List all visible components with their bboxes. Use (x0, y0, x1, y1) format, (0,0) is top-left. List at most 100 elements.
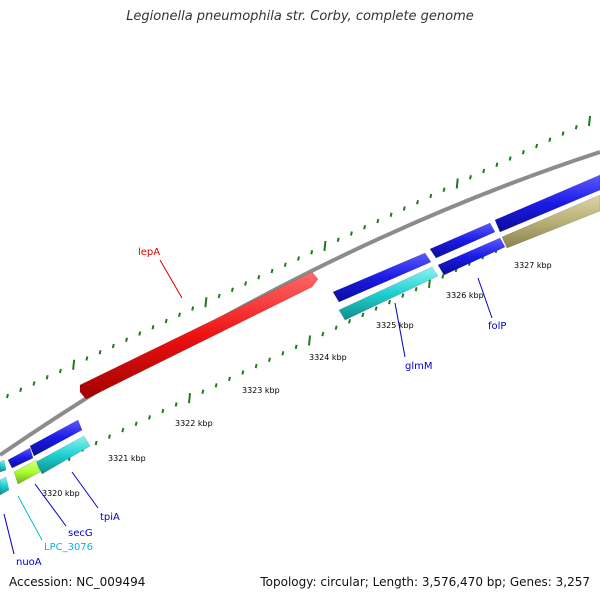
tick-mark (32, 381, 36, 386)
tick-mark (321, 331, 325, 337)
gene-label: tpiA (100, 512, 120, 523)
tick-mark (376, 218, 380, 224)
tick-mark (308, 335, 311, 346)
tick-mark (45, 375, 49, 380)
scale-label: 3322 kbp (175, 419, 213, 428)
gene-arrow-nuoa (0, 476, 10, 496)
tick-mark (416, 200, 420, 205)
gene-arrow-left-2 (29, 419, 83, 457)
map-title: Legionella pneumophila str. Corby, compl… (126, 9, 474, 24)
scale-label: 3325 kbp (376, 321, 414, 330)
tick-mark (441, 274, 445, 279)
genome-backbone (0, 150, 600, 457)
tick-mark (283, 262, 287, 267)
label-leader-line (477, 277, 493, 319)
tick-mark (164, 318, 168, 324)
tick-mark (230, 287, 234, 292)
tick-mark (349, 231, 353, 236)
tick-mark (58, 368, 62, 374)
label-leader-line (34, 483, 67, 527)
tick-mark (191, 306, 195, 311)
tick-mark (244, 281, 248, 286)
gene-label: folP (488, 321, 506, 332)
tick-mark (336, 237, 340, 242)
tick-mark (389, 212, 393, 217)
tick-mark (174, 402, 178, 407)
tick-mark (19, 387, 23, 392)
scale-label: 3326 kbp (446, 291, 484, 300)
scale-label: 3321 kbp (108, 454, 146, 463)
scale-label-layer: 3320 kbp 3321 kbp 3322 kbp 3323 kbp 3324 kbp… (42, 261, 552, 498)
gene-arrow-lpc3076 (13, 459, 41, 485)
tick-mark (188, 393, 191, 404)
tick-mark (508, 156, 512, 161)
tick-mark (455, 178, 459, 189)
gene-label: nuoA (16, 557, 42, 568)
gene-arrow-folp (437, 237, 506, 276)
scale-label: 3323 kbp (242, 386, 280, 395)
label-leader-layer (3, 259, 493, 555)
tick-mark (72, 359, 76, 370)
tick-mark (414, 287, 418, 292)
tick-mark (108, 434, 111, 439)
tick-mark (548, 137, 552, 142)
tick-mark (111, 343, 115, 349)
tick-mark (161, 408, 165, 414)
topology-summary: Topology: circular; Length: 3,576,470 bp… (260, 575, 590, 589)
accession-text: Accession: NC_009494 (9, 575, 146, 589)
tick-mark (429, 193, 433, 199)
tick-mark (535, 143, 539, 149)
tick-mark (121, 427, 125, 433)
tick-mark (442, 187, 446, 192)
gene-label: lepA (138, 247, 160, 258)
gene-arrow-glmm-upper (332, 252, 432, 303)
scale-label: 3320 kbp (42, 489, 80, 498)
tick-mark (85, 356, 89, 361)
tick-mark (94, 440, 98, 446)
tick-mark (270, 268, 274, 274)
tick-mark (214, 383, 218, 388)
tick-mark (125, 337, 129, 342)
tick-layer (6, 115, 591, 478)
tick-mark (348, 319, 351, 324)
tick-mark (201, 389, 205, 394)
gene-label: secG (68, 528, 93, 539)
label-leader-line (71, 471, 99, 509)
gene-arrow-tpia (35, 435, 91, 475)
tick-mark (6, 393, 9, 399)
tick-mark (217, 293, 221, 299)
label-leader-line (3, 513, 15, 555)
label-leader-line (159, 259, 183, 299)
tick-mark (588, 115, 591, 127)
gene-arrow-glmm (338, 266, 439, 321)
label-leader-line (17, 495, 43, 541)
gene-arrow-left-1 (7, 447, 34, 469)
tick-mark (521, 150, 525, 155)
tick-mark (257, 275, 261, 280)
scale-label: 3327 kbp (514, 261, 552, 270)
gene-arrow-blue-2 (429, 222, 496, 259)
tick-mark (294, 344, 298, 350)
tick-mark (268, 357, 271, 362)
tick-mark (388, 299, 391, 305)
gene-arrow-blue-3 (494, 174, 600, 233)
scale-label: 3324 kbp (309, 353, 347, 362)
tick-mark (177, 312, 181, 317)
tick-mark (254, 363, 258, 369)
tick-mark (228, 376, 231, 382)
gene-layer (0, 174, 600, 496)
tick-mark (361, 312, 365, 318)
tick-mark (204, 297, 208, 308)
label-leader-line (394, 302, 406, 358)
gene-label: LPC_3076 (44, 542, 93, 553)
tick-mark (482, 168, 486, 174)
tick-mark (148, 415, 151, 420)
tick-mark (138, 331, 142, 336)
gene-arrow-olive (501, 194, 600, 249)
tick-mark (241, 370, 245, 375)
tick-mark (401, 293, 405, 298)
tick-mark (468, 175, 472, 180)
tick-mark (363, 225, 367, 230)
